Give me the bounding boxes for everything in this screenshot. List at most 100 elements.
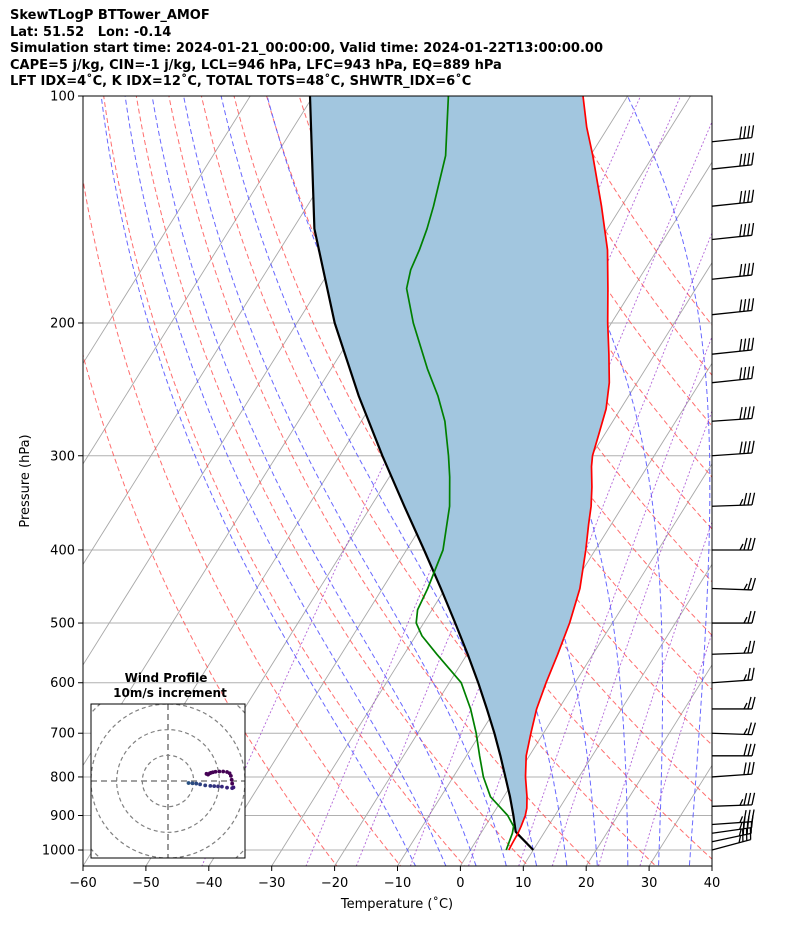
- wind-barb-shaft: [711, 827, 752, 834]
- wind-barb-full-feather: [739, 263, 743, 277]
- wind-barb-shaft: [711, 136, 752, 143]
- chart-header: SkewTLogP BTTower_AMOF Lat: 51.52 Lon: -…: [10, 8, 603, 91]
- wind-barb-half-feather: [738, 829, 742, 837]
- wind-barb: [711, 792, 756, 807]
- wind-barb-full-feather: [747, 298, 751, 312]
- hodograph-point: [216, 784, 220, 789]
- x-axis-label: Temperature (˚C): [340, 896, 453, 912]
- mixing-ratio-line: [518, 335, 712, 866]
- wind-barb-full-feather: [751, 492, 756, 505]
- hodograph-point: [217, 769, 222, 774]
- lat-lon-line: Lat: 51.52 Lon: -0.14: [10, 24, 172, 40]
- wind-barb-full-feather: [751, 667, 755, 681]
- wind-barb-shaft: [711, 839, 751, 851]
- wind-barb-full-feather: [743, 743, 748, 756]
- wind-barb-full-feather: [743, 263, 747, 277]
- isotherm-line: [396, 362, 712, 866]
- y-tick-label: 600: [50, 676, 75, 691]
- wind-barb-full-feather: [747, 152, 751, 166]
- x-tick-label: −20: [321, 876, 348, 891]
- wind-barb-full-feather: [743, 367, 747, 380]
- wind-barb-half-feather: [739, 543, 744, 551]
- wind-barb-half-feather: [743, 702, 748, 710]
- wind-barb-full-feather: [751, 406, 755, 419]
- wind-barb: [712, 696, 756, 710]
- wind-barb-shaft: [711, 732, 752, 736]
- wind-barb: [711, 492, 756, 507]
- x-tick-label: −60: [69, 876, 96, 891]
- y-tick-label: 200: [50, 316, 75, 331]
- wind-barb-shaft: [711, 773, 752, 778]
- hodograph-point: [186, 781, 191, 785]
- wind-barb-full-feather: [743, 809, 747, 823]
- wind-barb-half-feather: [743, 646, 748, 654]
- hodograph-point: [204, 771, 209, 776]
- wind-barb-full-feather: [747, 577, 753, 590]
- hodograph-point: [225, 785, 229, 790]
- hodograph-point: [208, 783, 213, 788]
- moist-adiabat-line: [626, 96, 711, 866]
- hodograph-point: [203, 783, 208, 788]
- dry-adiabat-line: [168, 96, 593, 866]
- isotherm-line: [83, 96, 377, 566]
- wind-barb-full-feather: [751, 792, 756, 806]
- mixing-ratio-line: [551, 409, 712, 866]
- hodograph-subtitle: 10m/s increment: [113, 686, 227, 700]
- dry-adiabat-line: [83, 176, 402, 866]
- wind-barb-half-feather: [743, 674, 748, 681]
- wind-barb-full-feather: [743, 792, 748, 806]
- moist-adiabat-line: [100, 96, 417, 866]
- wind-barb-full-feather: [747, 406, 751, 419]
- wind-barb-full-feather: [739, 407, 743, 420]
- y-axis-label: Pressure (hPa): [18, 434, 33, 527]
- wind-barb-half-feather: [743, 583, 748, 590]
- wind-barb-full-feather: [747, 610, 752, 624]
- hodograph-title: Wind Profile: [125, 671, 208, 685]
- wind-barb-shaft: [711, 349, 752, 355]
- dry-adiabat-line: [103, 96, 466, 866]
- hodograph-point: [220, 784, 224, 789]
- wind-barb-half-feather: [739, 798, 744, 806]
- wind-barb-full-feather: [747, 190, 751, 203]
- wind-barb-full-feather: [751, 577, 757, 591]
- wind-barb-full-feather: [747, 743, 752, 756]
- wind-barb-shaft: [711, 504, 752, 507]
- wind-barb-shaft: [711, 234, 752, 241]
- wind-barb-full-feather: [739, 299, 743, 312]
- y-tick-label: 1000: [42, 844, 75, 859]
- time-line: Simulation start time: 2024-01-21_00:00:…: [10, 41, 603, 56]
- wind-barb-full-feather: [751, 262, 755, 276]
- instability-fill: [310, 96, 610, 837]
- hodograph-inset: Wind Profile 10m/s increment: [90, 671, 246, 859]
- wind-barb-shaft: [711, 417, 752, 422]
- wind-barb-full-feather: [739, 126, 743, 139]
- hodograph-point: [229, 777, 234, 782]
- wind-barb-shaft: [711, 652, 752, 655]
- wind-barb-full-feather: [743, 338, 747, 351]
- x-tick-label: 30: [641, 876, 658, 891]
- wind-barb-full-feather: [751, 125, 755, 138]
- moist-adiabat-line: [719, 79, 775, 881]
- wind-barb-full-feather: [747, 338, 751, 351]
- x-tick-label: −30: [258, 876, 285, 891]
- x-tick-label: −10: [384, 876, 411, 891]
- wind-barb-full-feather: [747, 537, 752, 551]
- wind-barb-full-feather: [751, 722, 757, 735]
- wind-barb-shaft: [711, 164, 752, 170]
- station-title: SkewTLogP BTTower_AMOF: [10, 8, 210, 23]
- wind-barb-shaft: [711, 821, 752, 826]
- hodograph-point: [198, 782, 202, 787]
- isotherm-line: [522, 563, 712, 866]
- hodograph-point: [231, 785, 236, 790]
- wind-barb-shaft: [711, 804, 752, 807]
- wind-barb-full-feather: [747, 696, 752, 710]
- wind-barb-full-feather: [747, 366, 751, 380]
- wind-barb: [711, 406, 755, 422]
- wind-barb-full-feather: [751, 222, 755, 236]
- wind-barb-half-feather: [738, 836, 742, 843]
- hodograph-point: [225, 770, 229, 774]
- hodograph-frame: [90, 703, 246, 859]
- wind-barb-full-feather: [747, 809, 751, 823]
- isotherm-line: [459, 463, 712, 866]
- wind-barb-shaft: [711, 452, 752, 457]
